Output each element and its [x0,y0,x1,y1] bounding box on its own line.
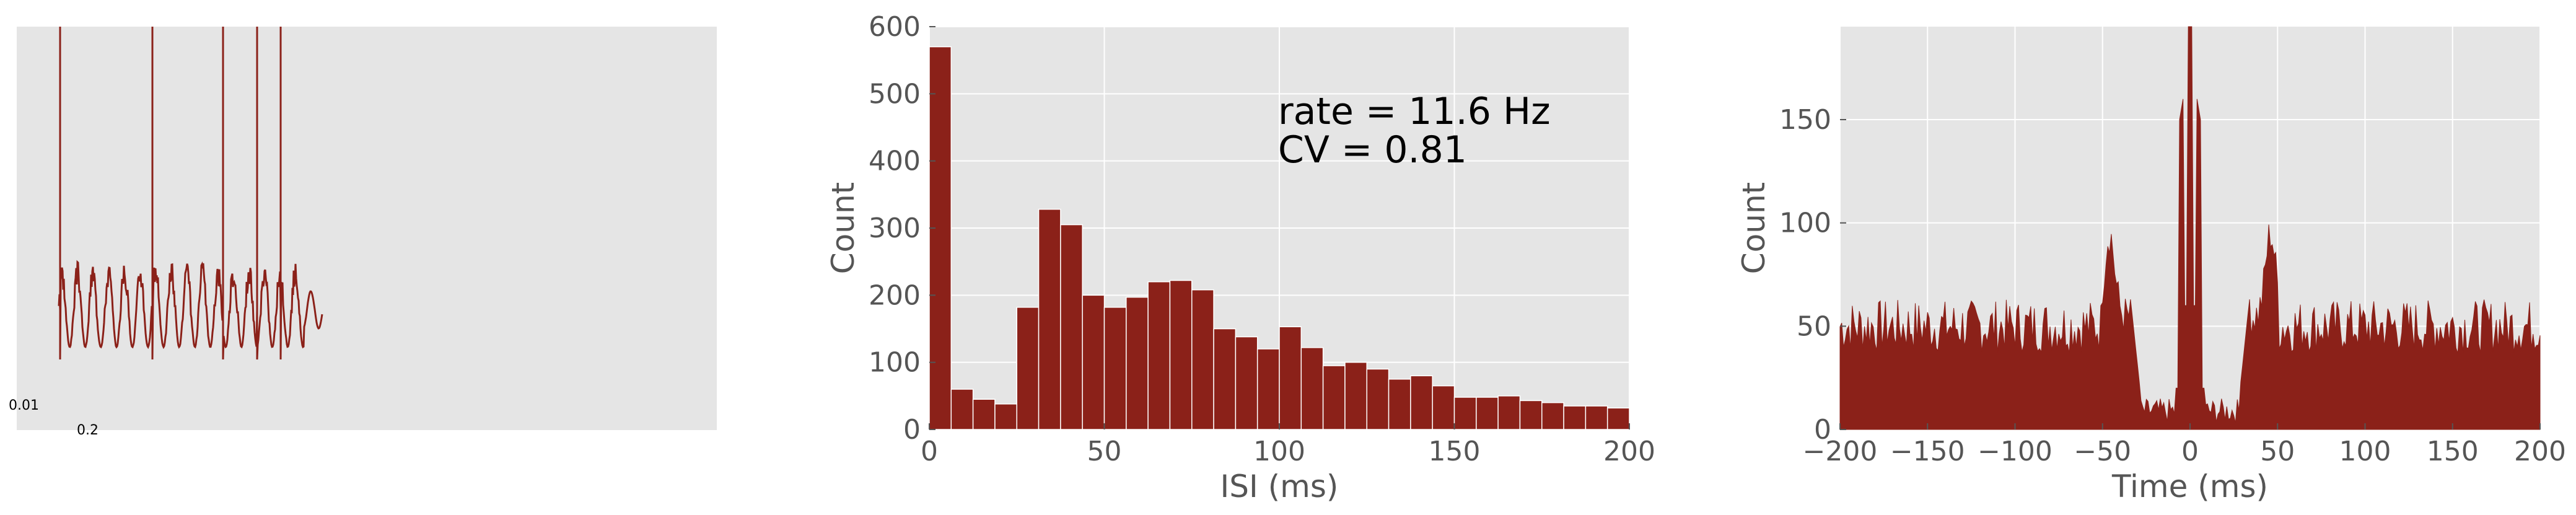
isi-bar [1147,281,1171,430]
acg-x-tick-label: 0 [2181,436,2199,467]
voltage-trace-background [17,27,717,430]
isi-x-axis-label: ISI (ms) [1220,469,1339,504]
isi-histogram-panel: 0 50 100 150 200 0 100 200 300 400 500 600 ISI (ms… [825,11,1655,504]
isi-bar [1103,307,1127,430]
isi-bar [1279,326,1302,430]
isi-bar [1169,280,1193,430]
isi-bar [1213,328,1237,430]
isi-y-axis-label: Count [825,182,861,275]
isi-bar [929,46,952,430]
isi-x-tick-label: 50 [1087,436,1122,467]
isi-bar [1256,348,1280,430]
isi-bar [1300,347,1324,430]
isi-bar [1453,397,1477,430]
isi-bar [1497,395,1521,430]
isi-bar [1366,368,1390,430]
isi-bar [1410,375,1433,430]
isi-bar [1585,405,1608,430]
isi-x-tick-label: 200 [1603,436,1655,467]
acg-x-tick-label: −150 [1890,436,1965,467]
acg-x-tick-label: −50 [2074,436,2131,467]
isi-bar [1541,402,1564,430]
acg-x-tick-label: 150 [2427,436,2479,467]
acg-x-tick-label: 50 [2260,436,2295,467]
scale-bar-label-a: 0.01 [9,398,39,413]
acg-y-tick-label: 150 [1779,104,1831,136]
isi-bar [1432,385,1455,430]
isi-y-tick-label: 300 [869,213,921,244]
acg-area [1839,26,2541,430]
isi-y-tick-label: 600 [869,11,921,43]
isi-y-tick-label: 100 [869,347,921,379]
isi-bar [950,389,974,430]
isi-bar [972,398,996,430]
rate-annotation: rate = 11.6 Hz [1278,90,1551,133]
acg-y-tick-label: 50 [1797,310,1831,342]
isi-bar [1038,208,1061,430]
acg-y-ticks: 0 50 100 150 [1779,104,1846,446]
isi-bar [1191,289,1214,430]
isi-bar [1322,365,1346,430]
isi-x-ticks: 0 50 100 150 200 [921,423,1655,467]
acg-y-axis-label: Count [1736,182,1772,275]
acg-y-tick-label: 100 [1779,208,1831,239]
isi-y-tick-label: 200 [869,280,921,311]
acg-x-tick-label: −100 [1978,436,2052,467]
acg-y-tick-label: 0 [1814,414,1831,446]
acg-x-axis-label: Time (ms) [2111,469,2268,504]
acg-x-tick-label: 200 [2514,436,2566,467]
isi-bars [929,46,1630,430]
voltage-trace-line [58,27,323,360]
isi-x-tick-label: 150 [1429,436,1481,467]
isi-y-ticks: 0 100 200 300 400 500 600 [869,11,935,446]
isi-y-tick-label: 0 [903,414,921,446]
isi-bar [1235,336,1258,430]
acg-x-ticks: −200 −150 −100 −50 0 50 100 150 200 [1803,423,2566,467]
isi-y-tick-label: 500 [869,78,921,110]
scale-bar-label-b: 0.2 [77,423,99,438]
isi-bar [1388,379,1411,430]
autocorrelogram-panel: −200 −150 −100 −50 0 50 100 150 200 0 50 100 150 Ti… [1736,26,2566,504]
isi-bar [994,403,1017,430]
isi-bar [1082,294,1105,430]
isi-bar [1344,361,1367,430]
isi-bar [1060,224,1083,430]
isi-y-tick-label: 400 [869,146,921,177]
voltage-trace-panel: 0.01 0.2 [9,27,717,438]
isi-bar [1606,407,1630,430]
cv-annotation: CV = 0.81 [1278,128,1467,172]
isi-bar [1563,405,1587,430]
acg-x-tick-label: 100 [2339,436,2391,467]
isi-bar [1476,397,1499,430]
isi-bar [1126,296,1149,430]
isi-x-tick-label: 100 [1253,436,1305,467]
acg-x-tick-label: −200 [1803,436,1878,467]
isi-bar [1519,400,1543,430]
isi-bar [1016,307,1040,430]
isi-x-tick-label: 0 [921,436,938,467]
